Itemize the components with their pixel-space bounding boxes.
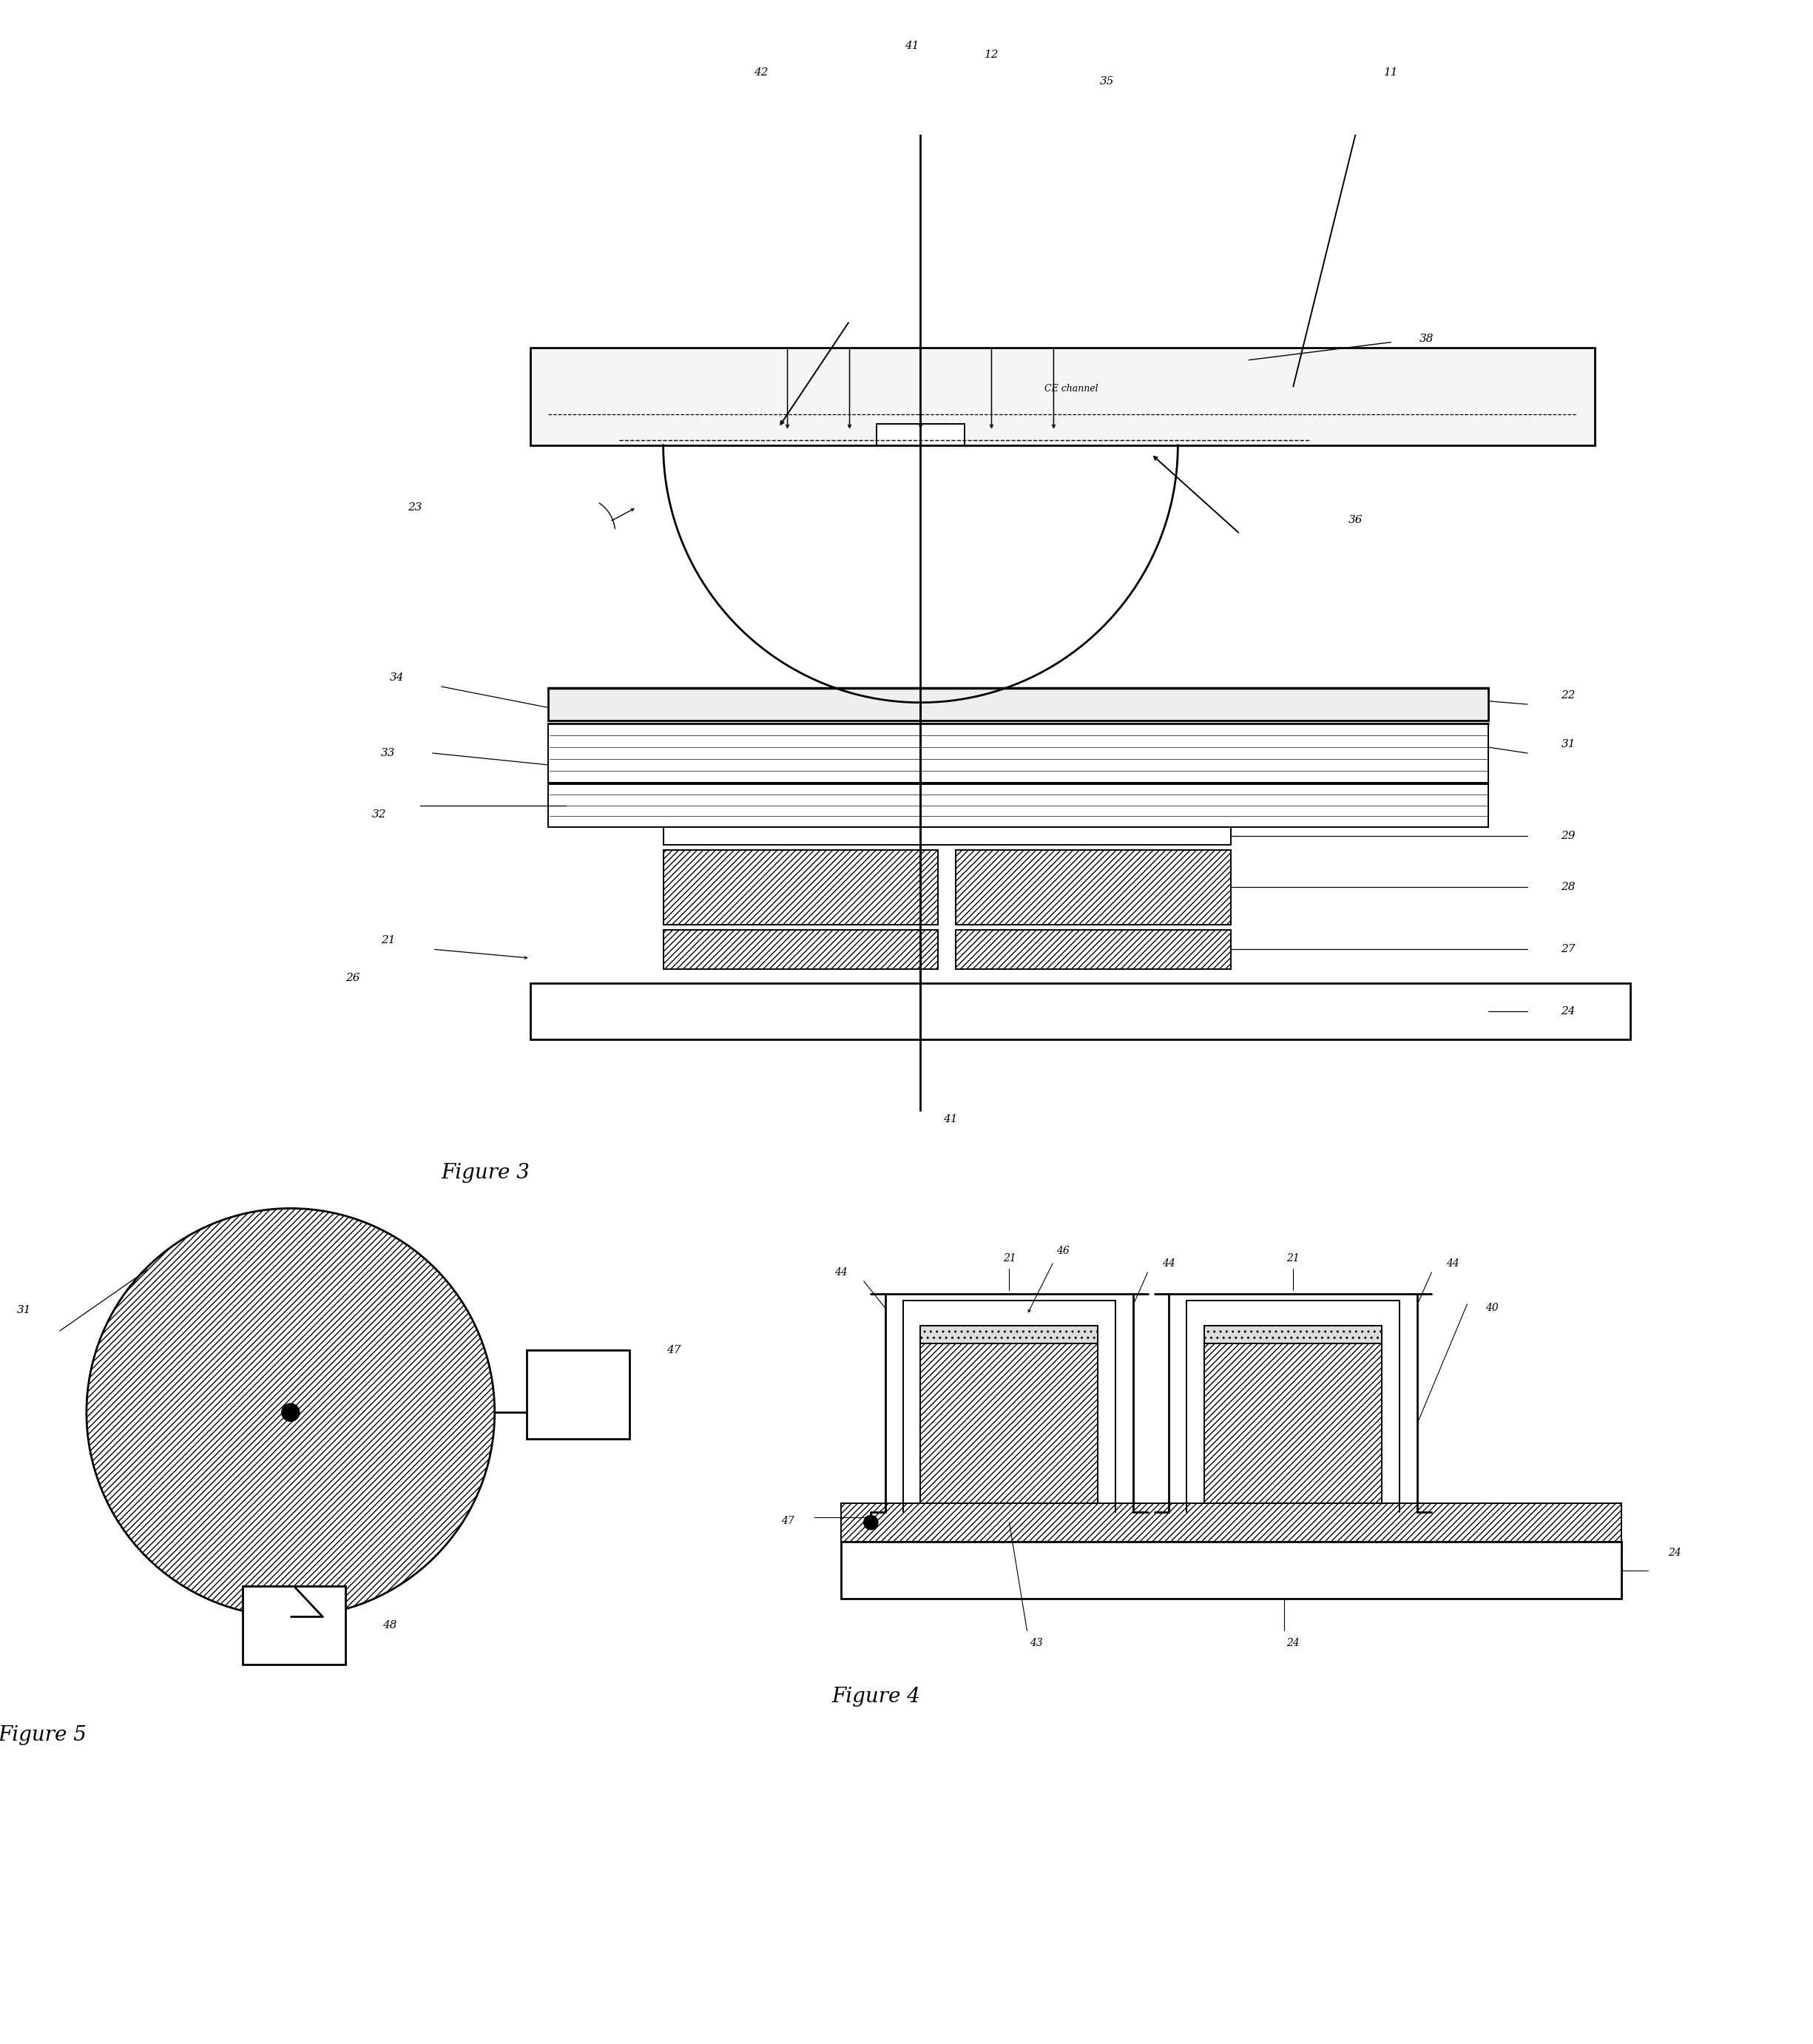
Text: 47: 47 <box>667 1345 682 1355</box>
Text: 31: 31 <box>1561 740 1575 750</box>
Text: 42: 42 <box>754 67 769 78</box>
Bar <box>955 850 1231 924</box>
Text: 36: 36 <box>1349 515 1363 525</box>
Text: 22: 22 <box>1561 691 1575 701</box>
Text: 43: 43 <box>1030 1637 1042 1647</box>
Text: 44: 44 <box>1162 1259 1175 1269</box>
Text: 23: 23 <box>408 503 422 513</box>
Text: 48: 48 <box>383 1621 397 1631</box>
Bar <box>664 826 1231 844</box>
Text: 11: 11 <box>1383 67 1398 78</box>
Bar <box>1204 1343 1382 1502</box>
Text: 12: 12 <box>984 49 999 59</box>
Text: 40: 40 <box>1485 1302 1499 1312</box>
Text: 35: 35 <box>1100 76 1115 86</box>
Text: 21: 21 <box>1287 1253 1300 1263</box>
Bar <box>664 930 939 969</box>
Text: 21: 21 <box>1003 1253 1015 1263</box>
Bar <box>548 689 1488 719</box>
Text: 34: 34 <box>390 672 404 683</box>
Bar <box>921 1343 1099 1502</box>
Text: 44: 44 <box>834 1267 847 1278</box>
Bar <box>1204 1325 1382 1343</box>
Text: Figure 5: Figure 5 <box>0 1725 87 1746</box>
Text: 21: 21 <box>381 936 395 946</box>
Text: 38: 38 <box>1420 333 1434 343</box>
Text: 41: 41 <box>943 1114 957 1124</box>
Text: 33: 33 <box>381 748 395 758</box>
Bar <box>529 347 1595 446</box>
Bar <box>876 423 965 446</box>
Bar <box>841 1502 1621 1541</box>
Text: 24: 24 <box>1287 1637 1300 1647</box>
Circle shape <box>863 1515 877 1529</box>
Bar <box>955 930 1231 969</box>
Text: 46: 46 <box>1055 1245 1070 1257</box>
Text: 29: 29 <box>1561 830 1575 840</box>
Bar <box>548 724 1488 783</box>
Circle shape <box>281 1404 299 1421</box>
Bar <box>921 1325 1099 1343</box>
Text: 24: 24 <box>1668 1547 1681 1558</box>
Text: 31: 31 <box>16 1306 31 1316</box>
Bar <box>243 1586 346 1664</box>
Text: 26: 26 <box>346 973 361 983</box>
Bar <box>841 1541 1621 1598</box>
Text: 44: 44 <box>1447 1259 1459 1269</box>
Circle shape <box>87 1208 495 1617</box>
Text: 41: 41 <box>905 41 919 51</box>
Text: Figure 3: Figure 3 <box>441 1163 529 1183</box>
Text: 47: 47 <box>781 1515 794 1527</box>
Bar <box>529 983 1630 1040</box>
Text: 28: 28 <box>1561 881 1575 893</box>
Text: 27: 27 <box>1561 944 1575 955</box>
Text: 24: 24 <box>1561 1006 1575 1016</box>
Bar <box>548 785 1488 826</box>
Text: 32: 32 <box>372 809 386 820</box>
Bar <box>664 850 939 924</box>
Text: CE channel: CE channel <box>1044 384 1099 392</box>
Bar <box>526 1351 629 1439</box>
Text: Figure 4: Figure 4 <box>832 1686 921 1707</box>
